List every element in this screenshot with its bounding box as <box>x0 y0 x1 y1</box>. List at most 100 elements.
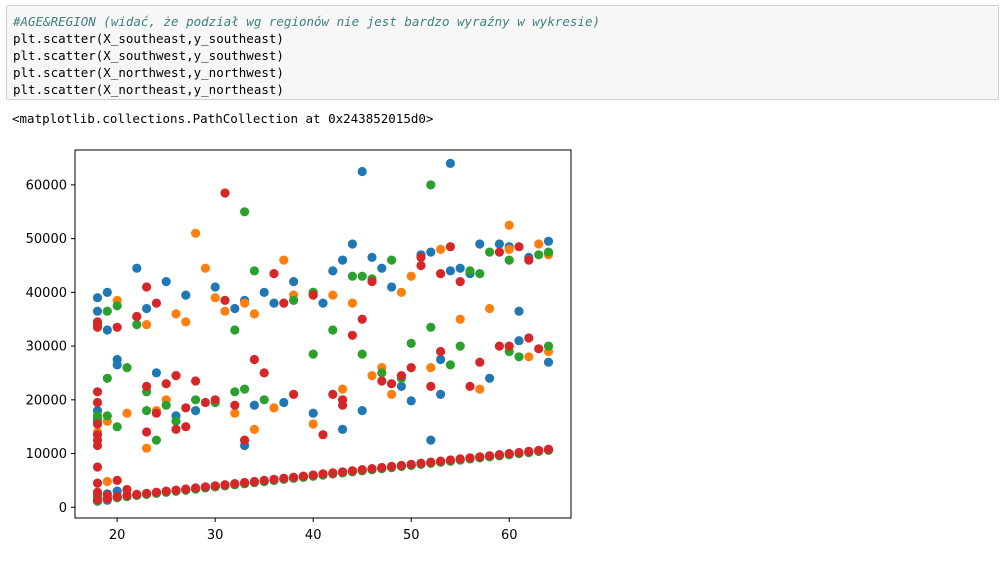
scatter-point-s3-55 <box>279 473 289 483</box>
scatter-point-s1-76 <box>475 384 485 394</box>
scatter-point-s1-78 <box>485 303 495 314</box>
scatter-point-s0-105 <box>543 236 554 246</box>
scatter-point-s1-57 <box>367 371 377 381</box>
scatter-point-s3-13 <box>102 490 112 500</box>
scatter-point-s3-95 <box>465 453 475 463</box>
scatter-point-s1-34 <box>240 298 250 308</box>
scatter-point-s1-61 <box>387 389 397 399</box>
code-line-comment: #AGE&REGION (widać, że podział wg region… <box>13 14 600 29</box>
scatter-point-s3-38 <box>200 482 210 492</box>
scatter-point-s0-28 <box>191 406 201 416</box>
scatter-point-s0-16 <box>132 263 142 273</box>
code-line-scatter-southwest: plt.scatter(X_southwest,y_southwest) <box>13 48 284 63</box>
scatter-point-s3-49 <box>249 476 259 487</box>
scatter-point-s0-84 <box>445 266 455 276</box>
scatter-point-s2-58 <box>357 349 367 359</box>
scatter-point-s1-30 <box>220 306 230 316</box>
scatter-point-s2-75 <box>445 360 455 370</box>
scatter-point-s3-94 <box>455 277 465 287</box>
scatter-point-s0-81 <box>436 354 446 365</box>
scatter-point-s2-81 <box>475 269 485 279</box>
scatter-point-s1-82 <box>504 244 514 254</box>
scatter-point-s2-15 <box>132 320 142 330</box>
scatter-point-s0-83 <box>445 158 455 168</box>
scatter-point-s0-71 <box>396 381 406 391</box>
scatter-point-s0-53 <box>318 298 328 308</box>
scatter-point-s0-62 <box>357 166 367 177</box>
scatter-point-s0-67 <box>377 263 387 273</box>
scatter-point-s3-19 <box>132 489 142 499</box>
scatter-point-s3-30 <box>171 485 181 495</box>
scatter-point-s3-76 <box>377 376 387 386</box>
scatter-point-s0-60 <box>347 239 357 249</box>
scatter-point-s0-13 <box>112 360 122 370</box>
scatter-point-s3-71 <box>357 465 367 475</box>
scatter-point-s1-70 <box>436 244 446 254</box>
scatter-point-s1-22 <box>181 317 191 327</box>
scatter-point-s3-62 <box>318 469 328 479</box>
y-tick-label: 40000 <box>26 286 67 301</box>
scatter-point-s0-5 <box>92 293 103 303</box>
scatter-point-s3-82 <box>406 363 416 373</box>
scatter-point-s1-14 <box>142 443 152 453</box>
scatter-point-s3-7 <box>92 419 103 429</box>
scatter-point-s2-39 <box>249 266 259 276</box>
y-tick-label: 50000 <box>26 232 67 247</box>
scatter-point-s3-78 <box>387 379 397 389</box>
scatter-point-s3-23 <box>142 381 152 391</box>
scatter-point-s0-26 <box>181 290 191 300</box>
code-cell-input[interactable]: #AGE&REGION (widać, że podział wg region… <box>6 5 999 100</box>
scatter-point-s3-100 <box>494 450 504 460</box>
scatter-point-s0-86 <box>455 263 465 273</box>
scatter-point-s3-107 <box>524 446 534 456</box>
scatter-point-s1-54 <box>347 298 357 308</box>
scatter-point-s2-57 <box>357 271 367 281</box>
scatter-point-s3-3 <box>92 462 103 472</box>
scatter-point-s1-9 <box>122 408 132 418</box>
scatter-point-s3-75 <box>377 462 387 473</box>
scatter-point-s3-74 <box>367 277 377 287</box>
scatter-point-s2-6 <box>102 411 112 421</box>
scatter-point-s3-0 <box>92 495 103 505</box>
scatter-point-s1-24 <box>191 228 201 238</box>
scatter-point-s0-98 <box>514 336 524 346</box>
scatter-point-s3-14 <box>112 491 122 502</box>
cell-output-text: <matplotlib.collections.PathCollection a… <box>12 111 434 126</box>
scatter-point-s0-90 <box>475 239 485 249</box>
scatter-point-s0-58 <box>338 424 348 434</box>
scatter-point-s0-77 <box>426 435 436 445</box>
x-tick-label: 20 <box>109 528 126 543</box>
y-tick-label: 30000 <box>26 340 67 355</box>
plot-frame <box>74 149 572 519</box>
scatter-point-s3-77 <box>387 461 397 471</box>
scatter-point-s3-6 <box>92 430 103 440</box>
scatter-point-s3-28 <box>161 486 171 496</box>
scatter-point-s3-24 <box>142 427 152 437</box>
scatter-point-s0-43 <box>269 298 279 308</box>
scatter-point-s3-52 <box>259 368 269 378</box>
scatter-point-s1-13 <box>142 320 152 330</box>
scatter-point-s2-3 <box>92 411 103 421</box>
scatter-point-s3-106 <box>514 242 524 252</box>
scatter-point-s0-65 <box>367 252 377 262</box>
scatter-point-s0-4 <box>92 306 103 316</box>
scatter-point-s0-80 <box>436 389 446 399</box>
scatter-point-s3-58 <box>289 389 299 399</box>
scatter-point-s3-85 <box>416 260 426 271</box>
scatter-point-s3-29 <box>161 379 171 389</box>
scatter-point-s3-109 <box>524 255 534 265</box>
scatter-point-s0-22 <box>161 277 171 287</box>
scatter-point-s2-64 <box>387 255 397 265</box>
scatter-point-s0-78 <box>426 247 436 257</box>
scatter-point-s3-98 <box>475 357 485 367</box>
scatter-point-s2-62 <box>377 368 387 378</box>
scatter-point-s3-112 <box>543 444 554 454</box>
scatter-point-s0-9 <box>102 287 112 297</box>
scatter-plot: 20 30 40 50 60 0 10000 20000 30000 40000 50000 6000… <box>26 149 572 543</box>
scatter-point-s3-57 <box>289 472 299 482</box>
scatter-point-s1-63 <box>396 287 406 297</box>
scatter-point-s3-89 <box>436 269 446 279</box>
scatter-point-s1-5 <box>102 476 112 487</box>
scatter-point-s3-41 <box>210 395 220 405</box>
scatter-point-s3-26 <box>151 298 161 308</box>
